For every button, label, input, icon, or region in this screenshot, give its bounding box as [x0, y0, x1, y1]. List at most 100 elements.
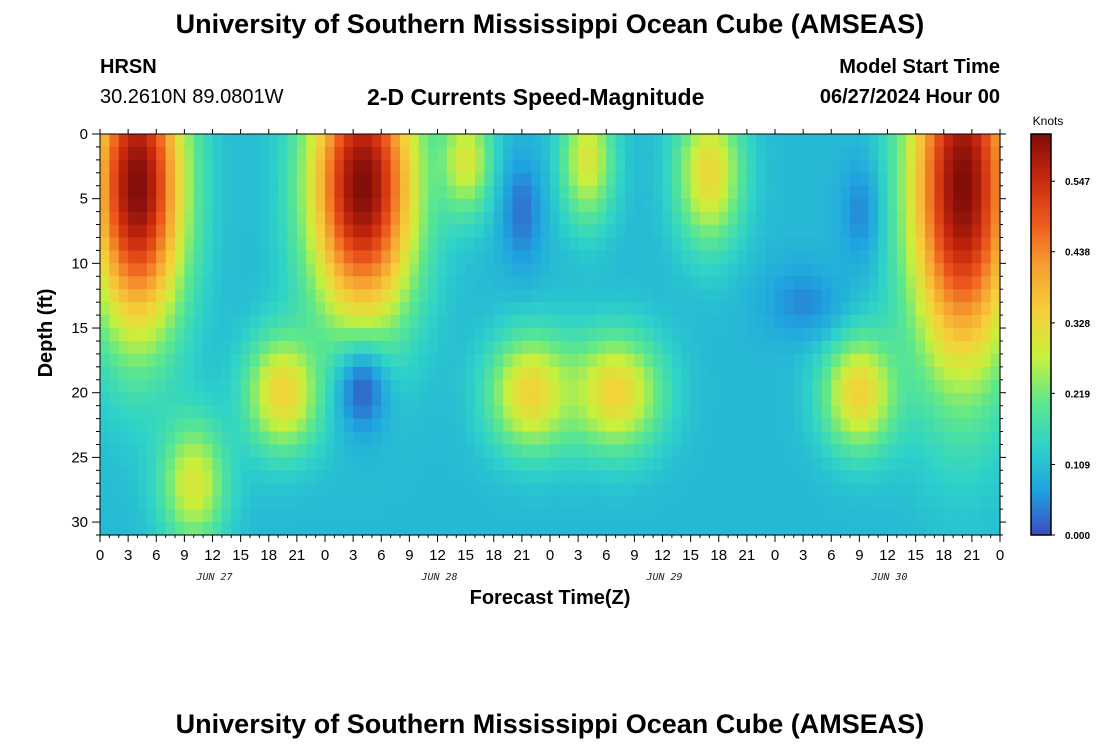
heatmap-cell — [746, 172, 757, 187]
heatmap-cell — [550, 457, 560, 471]
heatmap-cell — [925, 496, 935, 510]
heatmap-cell — [718, 353, 729, 368]
heatmap-cell — [625, 379, 635, 394]
heatmap-cell — [540, 392, 551, 407]
heatmap-cell — [671, 522, 682, 536]
heatmap-cell — [362, 211, 373, 226]
heatmap-cell — [296, 522, 307, 536]
heatmap-cell — [540, 159, 551, 174]
heatmap-cell — [728, 444, 739, 458]
heatmap-cell — [990, 146, 1001, 161]
heatmap-cell — [746, 522, 757, 536]
heatmap-cell — [540, 198, 551, 213]
y-tick-label: 10 — [71, 255, 88, 272]
heatmap-cell — [184, 470, 195, 484]
heatmap-cell — [278, 509, 289, 523]
heatmap-cell — [568, 405, 579, 420]
heatmap-cell — [971, 198, 982, 213]
heatmap-cell — [315, 263, 326, 277]
heatmap-cell — [850, 470, 860, 484]
heatmap-cell — [193, 379, 204, 394]
heatmap-cell — [400, 379, 410, 394]
heatmap-cell — [203, 250, 214, 264]
heatmap-cell — [671, 470, 682, 484]
heatmap-cell — [306, 224, 317, 239]
heatmap-cell — [268, 302, 279, 316]
heatmap-cell — [437, 224, 448, 239]
heatmap-cell — [165, 185, 176, 200]
heatmap-cell — [268, 366, 279, 381]
heatmap-cell — [484, 444, 495, 458]
heatmap-cell — [137, 405, 148, 420]
heatmap-cell — [559, 509, 570, 523]
heatmap-cell — [521, 353, 532, 368]
heatmap-cell — [643, 431, 654, 446]
heatmap-cell — [146, 302, 157, 316]
heatmap-cell — [306, 444, 317, 458]
heatmap-cell — [156, 509, 167, 523]
heatmap-cell — [878, 366, 889, 381]
heatmap-cell — [137, 315, 148, 329]
heatmap-cell — [681, 172, 692, 187]
x-tick-label: 21 — [964, 547, 981, 564]
heatmap-cell — [362, 185, 373, 200]
heatmap-cell — [821, 134, 832, 148]
heatmap-cell — [390, 276, 401, 290]
heatmap-cell — [943, 134, 954, 148]
heatmap-cell — [503, 224, 514, 239]
heatmap-cell — [203, 340, 214, 355]
heatmap-cell — [512, 289, 523, 303]
heatmap-cell — [456, 159, 467, 174]
heatmap-cell — [765, 353, 776, 368]
heatmap-cell — [531, 198, 542, 213]
heatmap-cell — [718, 146, 729, 161]
heatmap-cell — [118, 146, 129, 161]
heatmap-cell — [465, 276, 476, 290]
heatmap-cell — [746, 470, 757, 484]
heatmap-cell — [128, 224, 139, 239]
heatmap-cell — [906, 289, 917, 303]
heatmap-cell — [971, 159, 982, 174]
heatmap-cell — [531, 431, 542, 446]
heatmap-cell — [203, 224, 214, 239]
heatmap-cell — [475, 470, 485, 484]
heatmap-cell — [709, 431, 720, 446]
heatmap-cell — [812, 159, 823, 174]
heatmap-cell — [653, 483, 664, 497]
heatmap-cell — [512, 457, 523, 471]
heatmap-cell — [306, 172, 317, 187]
heatmap-cell — [409, 522, 420, 536]
heatmap-cell — [896, 198, 907, 213]
heatmap-cell — [634, 353, 645, 368]
heatmap-cell — [587, 263, 598, 277]
heatmap-cell — [343, 172, 354, 187]
heatmap-cell — [146, 159, 157, 174]
heatmap-cell — [634, 509, 645, 523]
heatmap-cell — [475, 302, 485, 316]
heatmap-cell — [953, 328, 964, 342]
heatmap-cell — [100, 483, 110, 497]
heatmap-cell — [550, 315, 560, 329]
heatmap-cell — [943, 159, 954, 174]
heatmap-cell — [259, 379, 270, 394]
heatmap-cell — [934, 392, 945, 407]
heatmap-cell — [353, 392, 364, 407]
heatmap-cell — [784, 522, 795, 536]
heatmap-cell — [765, 392, 776, 407]
heatmap-cell — [868, 211, 879, 226]
heatmap-cell — [803, 444, 814, 458]
heatmap-cell — [587, 315, 598, 329]
heatmap-cell — [446, 134, 457, 148]
heatmap-cell — [268, 250, 279, 264]
heatmap-cell — [503, 366, 514, 381]
heatmap-cell — [775, 392, 785, 407]
heatmap-cell — [381, 483, 392, 497]
heatmap-cell — [306, 392, 317, 407]
heatmap-cell — [615, 159, 626, 174]
heatmap-cell — [325, 146, 335, 161]
heatmap-cell — [362, 457, 373, 471]
heatmap-cell — [409, 302, 420, 316]
heatmap-cell — [146, 483, 157, 497]
heatmap-cell — [531, 250, 542, 264]
heatmap-cell — [690, 328, 701, 342]
